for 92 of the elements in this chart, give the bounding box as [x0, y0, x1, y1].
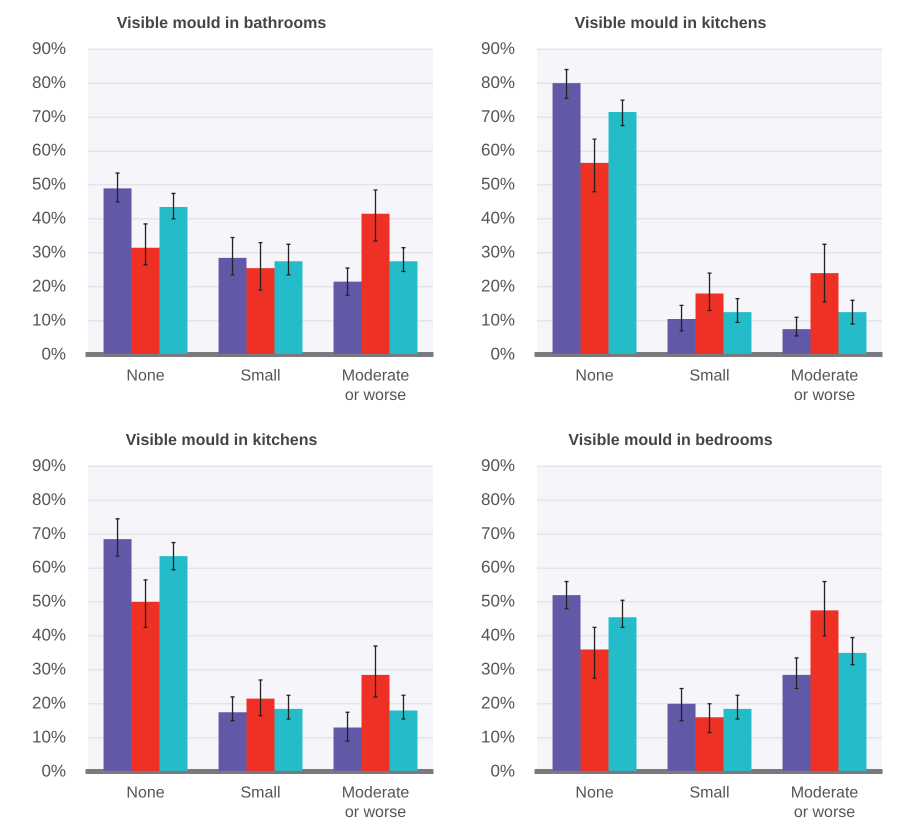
y-tick-label: 80% — [480, 490, 516, 509]
y-tick-label: 20% — [480, 276, 516, 296]
bar — [334, 727, 362, 771]
bar — [580, 649, 609, 771]
bar — [552, 83, 581, 354]
y-tick-label: 40% — [32, 626, 66, 645]
y-tick-label: 70% — [32, 524, 66, 543]
bar — [362, 674, 390, 771]
bar — [668, 318, 696, 354]
y-tick-label: 10% — [480, 310, 516, 330]
bar — [132, 248, 160, 354]
y-tick-label: 10% — [32, 310, 66, 330]
x-tick-label: None — [126, 784, 165, 802]
bar — [838, 312, 866, 354]
bar — [274, 261, 302, 354]
bar — [838, 652, 866, 771]
bar — [782, 674, 811, 771]
y-tick-label: 70% — [32, 106, 66, 126]
x-tick-label: Moderate or worse — [342, 784, 410, 821]
bar — [580, 162, 609, 354]
y-tick-label: 60% — [480, 140, 516, 160]
bar — [132, 602, 160, 771]
chart-title: Visible mould in bathrooms — [116, 15, 326, 32]
chart-title: Visible mould in bedrooms — [568, 432, 773, 450]
y-tick-label: 20% — [32, 693, 66, 712]
bar — [782, 329, 811, 354]
bar — [218, 712, 247, 771]
bar — [668, 704, 696, 771]
y-tick-label: 0% — [41, 761, 66, 780]
x-tick-label: Moderate or worse — [342, 368, 410, 404]
y-tick-label: 60% — [480, 558, 516, 577]
x-tick-label: Small — [690, 368, 730, 385]
y-tick-label: 60% — [32, 558, 66, 577]
y-tick-label: 10% — [32, 727, 66, 746]
y-tick-label: 40% — [480, 208, 516, 228]
y-tick-label: 0% — [41, 344, 66, 364]
bar — [389, 261, 418, 354]
x-tick-label: None — [575, 368, 614, 385]
bar — [246, 268, 275, 354]
bar — [334, 282, 362, 354]
y-tick-label: 80% — [32, 72, 66, 92]
bar — [608, 112, 636, 354]
bar — [696, 717, 724, 771]
y-tick-label: 50% — [480, 592, 516, 611]
y-tick-label: 40% — [480, 626, 516, 645]
x-tick-label: None — [575, 784, 614, 802]
bar — [810, 273, 838, 354]
bar — [362, 214, 390, 354]
bar — [696, 294, 724, 354]
y-tick-label: 70% — [480, 106, 516, 126]
y-tick-label: 70% — [480, 524, 516, 543]
y-tick-label: 90% — [32, 456, 66, 475]
y-tick-label: 30% — [480, 659, 516, 678]
y-tick-label: 0% — [490, 344, 516, 364]
bar — [246, 698, 275, 771]
y-tick-label: 90% — [32, 38, 66, 58]
bar — [160, 556, 188, 771]
y-tick-label: 30% — [32, 242, 66, 262]
bar — [608, 617, 636, 771]
bar — [810, 610, 838, 771]
y-tick-label: 30% — [480, 242, 516, 262]
x-tick-label: Small — [690, 784, 730, 802]
y-tick-label: 60% — [32, 140, 66, 160]
y-tick-label: 20% — [32, 276, 66, 296]
x-tick-label: Moderate or worse — [790, 368, 858, 404]
chart-title: Visible mould in kitchens — [126, 432, 318, 450]
x-tick-label: None — [126, 368, 165, 385]
y-tick-label: 30% — [32, 659, 66, 678]
y-tick-label: 80% — [32, 490, 66, 509]
x-tick-label: Small — [240, 784, 281, 802]
bar — [218, 258, 247, 354]
bar — [724, 708, 752, 771]
bar — [724, 312, 752, 354]
bar — [552, 595, 581, 771]
y-tick-label: 10% — [480, 727, 516, 746]
x-tick-label: Moderate or worse — [790, 784, 858, 821]
bar — [389, 710, 418, 771]
bar — [274, 708, 302, 771]
bar — [160, 206, 188, 354]
bar — [104, 188, 132, 354]
y-tick-label: 80% — [480, 72, 516, 92]
y-tick-label: 20% — [480, 693, 516, 712]
chart-title: Visible mould in kitchens — [574, 15, 766, 32]
y-tick-label: 90% — [480, 38, 516, 58]
x-tick-label: Small — [240, 368, 281, 385]
y-tick-label: 50% — [32, 592, 66, 611]
bar — [104, 539, 132, 771]
y-tick-label: 50% — [480, 174, 516, 194]
y-tick-label: 90% — [480, 456, 516, 475]
y-tick-label: 40% — [32, 208, 66, 228]
y-tick-label: 0% — [490, 761, 516, 780]
y-tick-label: 50% — [32, 174, 66, 194]
